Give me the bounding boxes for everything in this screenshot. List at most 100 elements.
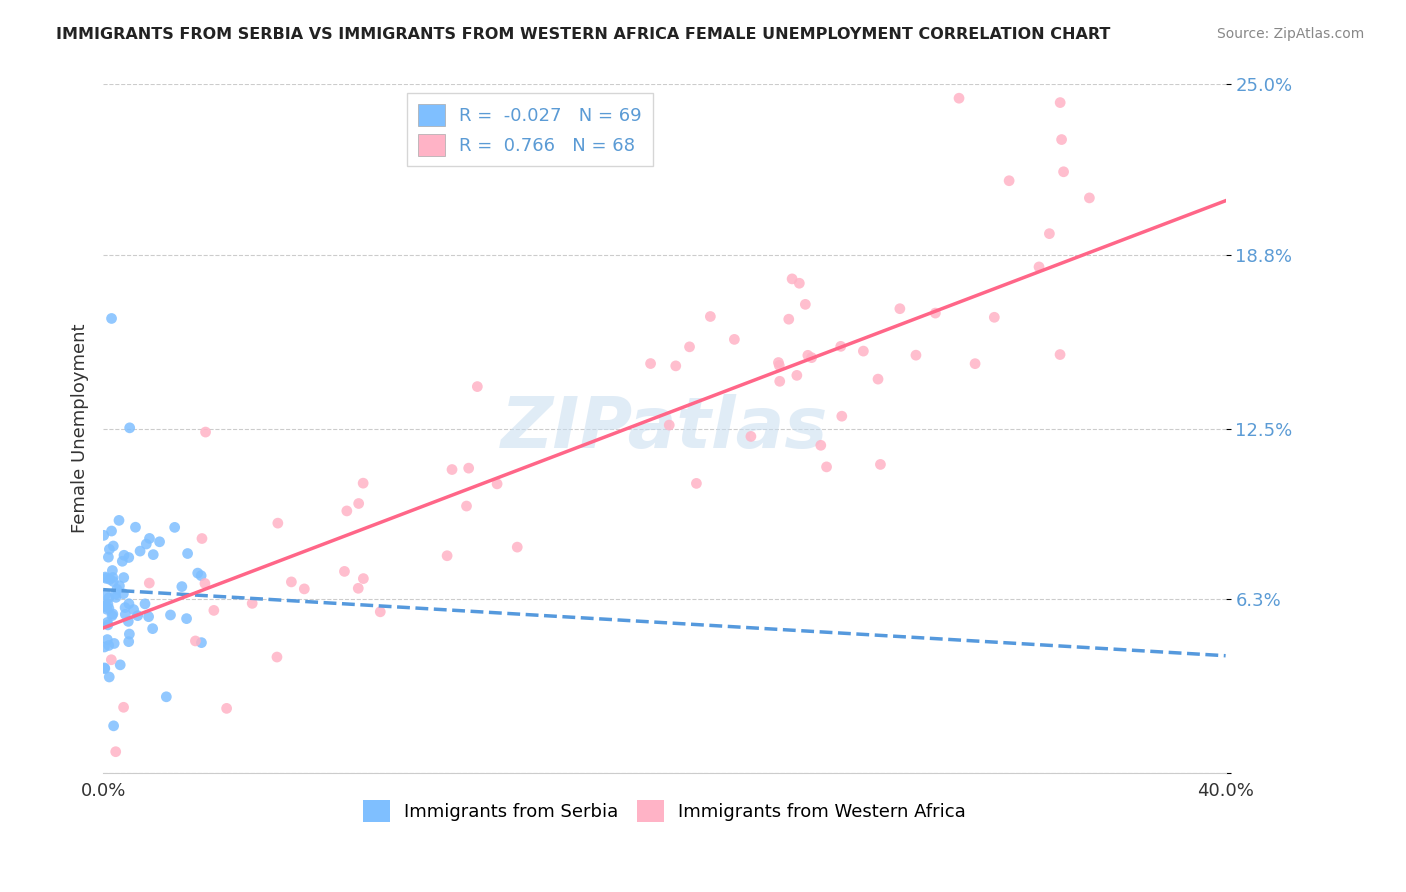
Immigrants from Western Africa [1052, 165, 1074, 179]
Immigrants from Western Africa [280, 574, 302, 589]
Immigrants from Serbia [97, 639, 120, 653]
Immigrants from Western Africa [924, 306, 946, 320]
Immigrants from Serbia [103, 719, 125, 733]
Immigrants from Western Africa [506, 540, 529, 554]
Immigrants from Serbia [108, 513, 131, 527]
Immigrants from Western Africa [866, 372, 889, 386]
Text: IMMIGRANTS FROM SERBIA VS IMMIGRANTS FROM WESTERN AFRICA FEMALE UNEMPLOYMENT COR: IMMIGRANTS FROM SERBIA VS IMMIGRANTS FRO… [56, 27, 1111, 42]
Immigrants from Serbia [135, 537, 157, 551]
Immigrants from Serbia [114, 607, 136, 622]
Immigrants from Western Africa [1078, 191, 1101, 205]
Immigrants from Western Africa [1049, 95, 1071, 110]
Immigrants from Western Africa [948, 91, 970, 105]
Immigrants from Western Africa [889, 301, 911, 316]
Immigrants from Serbia [127, 608, 149, 623]
Immigrants from Serbia [112, 549, 135, 563]
Immigrants from Serbia [190, 568, 212, 582]
Immigrants from Western Africa [486, 476, 509, 491]
Immigrants from Serbia [97, 618, 120, 632]
Immigrants from Serbia [94, 571, 117, 585]
Immigrants from Western Africa [794, 297, 817, 311]
Immigrants from Western Africa [723, 332, 745, 346]
Immigrants from Western Africa [352, 572, 374, 586]
Immigrants from Serbia [101, 570, 124, 584]
Immigrants from Serbia [118, 627, 141, 641]
Immigrants from Western Africa [194, 576, 217, 591]
Immigrants from Serbia [159, 607, 181, 622]
Immigrants from Serbia [134, 597, 156, 611]
Immigrants from Western Africa [215, 701, 238, 715]
Immigrants from Serbia [97, 550, 120, 565]
Immigrants from Serbia [117, 615, 139, 629]
Immigrants from Western Africa [983, 310, 1005, 325]
Legend: Immigrants from Serbia, Immigrants from Western Africa: Immigrants from Serbia, Immigrants from … [352, 789, 977, 832]
Immigrants from Serbia [187, 566, 209, 581]
Immigrants from Serbia [98, 542, 121, 557]
Immigrants from Western Africa [998, 174, 1021, 188]
Immigrants from Serbia [163, 520, 186, 534]
Immigrants from Serbia [104, 587, 127, 601]
Immigrants from Serbia [138, 609, 160, 624]
Immigrants from Serbia [155, 690, 177, 704]
Immigrants from Serbia [112, 587, 135, 601]
Immigrants from Serbia [101, 608, 124, 623]
Immigrants from Serbia [114, 600, 136, 615]
Immigrants from Serbia [138, 532, 160, 546]
Immigrants from Serbia [110, 657, 132, 672]
Immigrants from Serbia [100, 524, 122, 538]
Immigrants from Serbia [101, 607, 124, 621]
Immigrants from Western Africa [440, 462, 463, 476]
Immigrants from Serbia [122, 602, 145, 616]
Immigrants from Serbia [105, 582, 128, 597]
Immigrants from Western Africa [336, 504, 359, 518]
Immigrants from Western Africa [456, 499, 478, 513]
Immigrants from Western Africa [640, 357, 662, 371]
Immigrants from Serbia [103, 539, 125, 553]
Immigrants from Serbia [97, 601, 120, 615]
Immigrants from Serbia [98, 573, 121, 587]
Immigrants from Western Africa [267, 516, 290, 530]
Immigrants from Western Africa [352, 476, 374, 491]
Immigrants from Western Africa [191, 532, 214, 546]
Immigrants from Western Africa [292, 582, 315, 596]
Immigrants from Western Africa [831, 409, 853, 424]
Immigrants from Western Africa [965, 357, 987, 371]
Immigrants from Serbia [93, 599, 115, 614]
Immigrants from Western Africa [768, 355, 790, 369]
Immigrants from Serbia [94, 662, 117, 676]
Immigrants from Serbia [100, 311, 122, 326]
Immigrants from Serbia [170, 580, 193, 594]
Immigrants from Western Africa [815, 459, 838, 474]
Immigrants from Western Africa [1050, 132, 1073, 146]
Immigrants from Serbia [104, 591, 127, 605]
Immigrants from Western Africa [786, 368, 808, 383]
Immigrants from Serbia [118, 597, 141, 611]
Immigrants from Western Africa [769, 374, 792, 388]
Immigrants from Serbia [108, 579, 131, 593]
Immigrants from Western Africa [789, 277, 811, 291]
Immigrants from Western Africa [780, 272, 803, 286]
Immigrants from Serbia [118, 550, 141, 565]
Immigrants from Western Africa [1038, 227, 1060, 241]
Text: ZIPatlas: ZIPatlas [501, 394, 828, 463]
Immigrants from Western Africa [699, 310, 721, 324]
Immigrants from Western Africa [810, 438, 832, 452]
Immigrants from Western Africa [104, 745, 127, 759]
Immigrants from Serbia [94, 588, 117, 602]
Immigrants from Western Africa [368, 605, 391, 619]
Immigrants from Western Africa [112, 700, 135, 714]
Immigrants from Serbia [96, 615, 118, 630]
Immigrants from Serbia [93, 661, 115, 675]
Immigrants from Western Africa [869, 458, 891, 472]
Immigrants from Serbia [101, 564, 124, 578]
Immigrants from Western Africa [347, 582, 370, 596]
Immigrants from Western Africa [665, 359, 688, 373]
Immigrants from Western Africa [100, 653, 122, 667]
Text: Source: ZipAtlas.com: Source: ZipAtlas.com [1216, 27, 1364, 41]
Immigrants from Western Africa [240, 596, 263, 610]
Immigrants from Serbia [94, 570, 117, 584]
Immigrants from Serbia [142, 548, 165, 562]
Immigrants from Serbia [118, 634, 141, 648]
Immigrants from Western Africa [457, 461, 479, 475]
Immigrants from Western Africa [347, 496, 370, 510]
